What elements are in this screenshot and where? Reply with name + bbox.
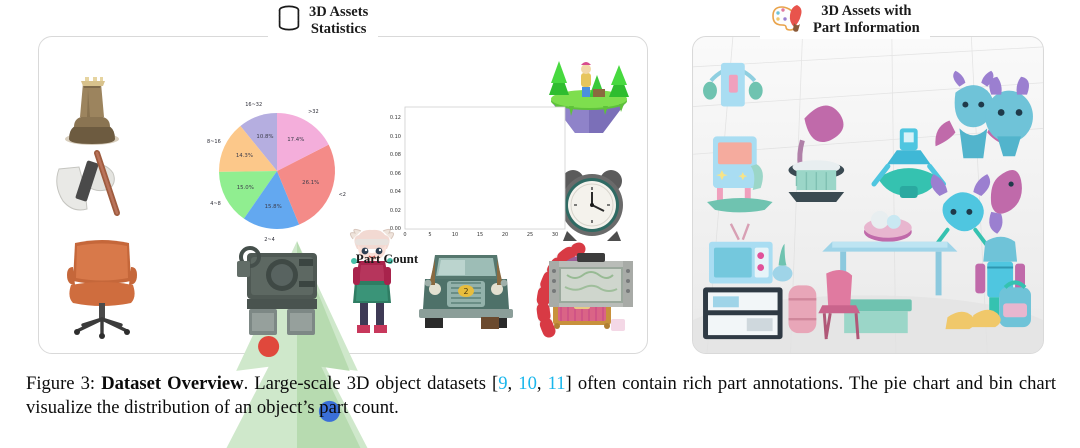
pie-slice-percent: 15.8% xyxy=(264,203,282,210)
y-axis-tick-label: 0.02 xyxy=(389,207,401,214)
pie-slice-label: 16~32 xyxy=(245,102,263,109)
asset-gramophone xyxy=(788,105,845,202)
pie-slice-label: 8~16 xyxy=(207,138,221,145)
x-axis-tick-label: 5 xyxy=(428,232,432,238)
pie-slice-label: <2 xyxy=(338,192,346,199)
asset-table-with-bowl xyxy=(822,210,958,296)
asset-floating-island xyxy=(537,55,641,145)
asset-military-tank xyxy=(229,235,333,339)
y-axis-tick-label: 0.00 xyxy=(389,226,401,232)
asset-desk xyxy=(842,299,912,334)
asset-battle-axe xyxy=(51,149,131,221)
pie-slice xyxy=(277,113,329,171)
asset-microwave-oven xyxy=(709,223,793,284)
asset-fish-creature xyxy=(985,76,1033,157)
pie-slice xyxy=(277,144,335,225)
pie-slice-percent: 14.3% xyxy=(235,152,253,159)
asset-office-chair xyxy=(59,237,145,339)
asset-seahorse xyxy=(989,170,1022,234)
asset-vintage-truck: 2 xyxy=(411,245,521,337)
asset-barrel xyxy=(788,285,817,334)
asset-alarm-clock xyxy=(553,165,631,245)
asset-anime-character xyxy=(339,227,405,339)
asset-chess-rook xyxy=(59,55,125,147)
figure-caption: Figure 3: Dataset Overview. Large-scale … xyxy=(26,372,1056,420)
asset-bookshelf xyxy=(703,287,783,340)
pie-slice-percent: 17.4% xyxy=(287,137,305,144)
left-panel-title: 3D Assets Statistics xyxy=(268,2,379,40)
right-panel-3d-assets-with-part-information xyxy=(692,36,1044,354)
part-count-axis-label: Part Count xyxy=(355,251,419,266)
right-panel-title: 3D Assets with Part Information xyxy=(760,0,930,39)
asset-industrial-machine xyxy=(543,249,639,315)
y-axis-tick-label: 0.04 xyxy=(389,189,401,196)
y-axis-tick-label: 0.10 xyxy=(389,133,401,140)
pie-slice xyxy=(240,113,277,171)
caption-text-2: often contain rich part annotations. The… xyxy=(26,373,1056,419)
x-axis-tick-label: 30 xyxy=(551,232,559,238)
plot-frame xyxy=(404,106,566,230)
caption-bold-title: Dataset Overview xyxy=(101,373,244,394)
citation-group: [9, 10, 11] xyxy=(492,373,572,394)
caption-figure-number: Figure 3: xyxy=(26,373,96,394)
left-panel-title-text: 3D Assets Statistics xyxy=(309,4,369,37)
histogram-part-count: 0.00 0.02 0.04 0.06 0.08 0.10 0.12 0 5 10 15 20 25 30 xyxy=(369,99,569,257)
citation-9[interactable]: 9 xyxy=(498,373,508,394)
database-icon xyxy=(278,5,300,36)
pie-slice-percent: 26.1% xyxy=(302,180,320,187)
asset-robot-creature xyxy=(871,128,947,198)
palette-brush-icon xyxy=(770,2,804,37)
asset-headphones-device xyxy=(703,62,763,107)
pie-slice-percent: 15.0% xyxy=(236,184,254,191)
pie-slice-label: 4~8 xyxy=(210,200,221,207)
svg-text:2: 2 xyxy=(463,287,468,296)
x-axis-tick-label: 20 xyxy=(501,232,509,238)
pie-slice xyxy=(243,171,300,229)
pie-slice-percent: 10.8% xyxy=(256,134,274,141)
bracket-open: [ xyxy=(492,373,499,394)
caption-text-1: . Large-scale 3D object datasets xyxy=(243,373,486,394)
part-annotated-assets-scene xyxy=(693,37,1043,353)
pie-slice xyxy=(219,171,277,219)
bracket-close: ] xyxy=(565,373,572,394)
citation-11[interactable]: 11 xyxy=(547,373,566,394)
pie-chart-part-count-distribution: 10.8% 16~32 14.3% 8~16 15.0% 4~8 15.8% 2~4 26.1%… xyxy=(191,99,363,257)
citation-10[interactable]: 10 xyxy=(518,373,537,394)
asset-wooden-chair xyxy=(818,269,861,340)
right-panel-title-text: 3D Assets with Part Information xyxy=(813,2,920,36)
y-axis-tick-label: 0.12 xyxy=(389,115,401,122)
x-axis-tick-label: 15 xyxy=(476,232,484,238)
asset-handheld-console xyxy=(707,136,773,213)
left-panel-3d-assets-statistics: 2 xyxy=(38,36,648,448)
y-axis-tick-label: 0.08 xyxy=(389,152,401,159)
asset-shoes xyxy=(945,309,1001,330)
y-axis-tick-label: 0.06 xyxy=(389,170,401,177)
pie-slice-label: 2~4 xyxy=(264,237,275,244)
pie-slice-label: >32 xyxy=(308,108,319,115)
asset-backpack xyxy=(999,280,1031,328)
pie-slice xyxy=(219,125,277,172)
x-axis-tick-label: 10 xyxy=(451,232,459,238)
x-axis-tick-label: 0 xyxy=(403,232,407,238)
x-axis-tick-label: 25 xyxy=(526,232,534,238)
